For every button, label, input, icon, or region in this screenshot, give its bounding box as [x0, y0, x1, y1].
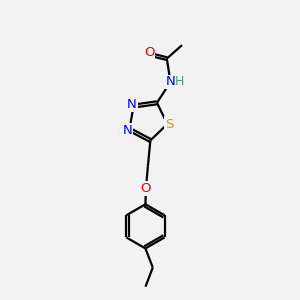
Text: O: O — [144, 46, 154, 59]
Text: O: O — [141, 182, 151, 195]
Text: N: N — [127, 98, 136, 111]
Text: S: S — [165, 118, 173, 130]
Text: N: N — [166, 75, 176, 88]
Text: H: H — [175, 75, 184, 88]
Text: N: N — [123, 124, 132, 137]
